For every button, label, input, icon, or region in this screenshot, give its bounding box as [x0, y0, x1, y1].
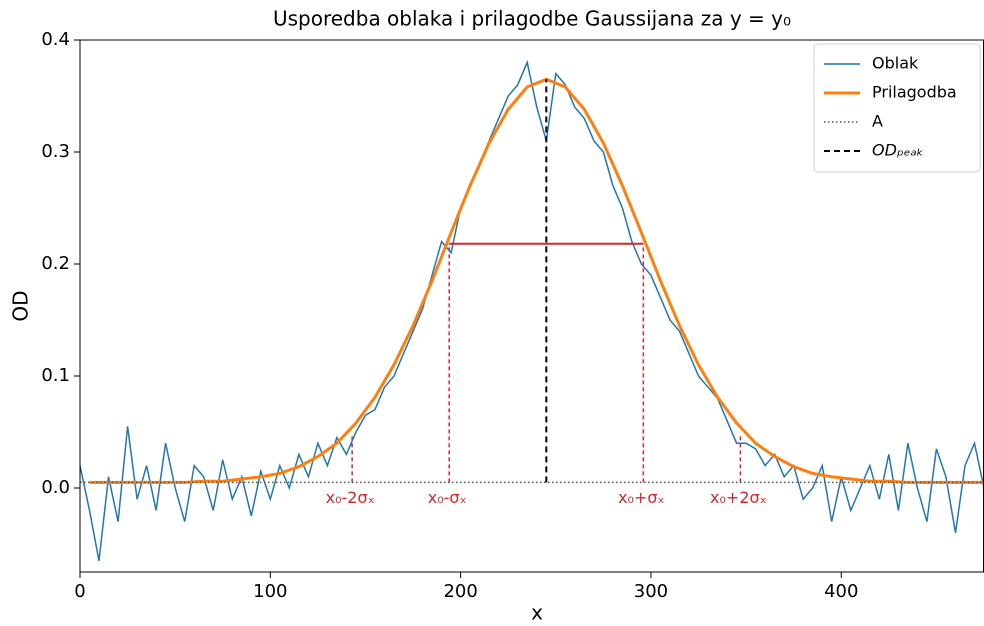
- legend-label: Prilagodba: [872, 83, 957, 102]
- x-tick-label: 200: [443, 581, 477, 602]
- annotation-label: x₀+2σₓ: [710, 488, 767, 507]
- annotation-label: x₀-2σₓ: [326, 488, 375, 507]
- x-tick-label: 300: [634, 581, 668, 602]
- x-tick-label: 400: [824, 581, 858, 602]
- plot-area: [80, 59, 984, 561]
- legend-box: [813, 43, 981, 173]
- chart-title: Usporedba oblaka i prilagodbe Gaussijana…: [273, 7, 791, 31]
- series-line: [89, 77, 984, 484]
- y-axis-label: OD: [9, 290, 33, 321]
- y-tick-label: 0.1: [41, 365, 70, 386]
- legend-label: A: [872, 112, 883, 131]
- x-axis-label: x: [531, 601, 543, 625]
- annotation-label: x₀+σₓ: [618, 488, 665, 507]
- y-tick-label: 0.0: [41, 477, 70, 498]
- y-tick-label: 0.4: [41, 29, 70, 50]
- y-tick-label: 0.2: [41, 253, 70, 274]
- annotation-label: x₀-σₓ: [428, 488, 467, 507]
- x-tick-label: 100: [253, 581, 287, 602]
- x-tick-label: 0: [74, 581, 85, 602]
- legend-label: Oblak: [872, 54, 919, 73]
- y-tick-label: 0.3: [41, 141, 70, 162]
- legend-label: ODₚₑₐₖ: [872, 141, 924, 160]
